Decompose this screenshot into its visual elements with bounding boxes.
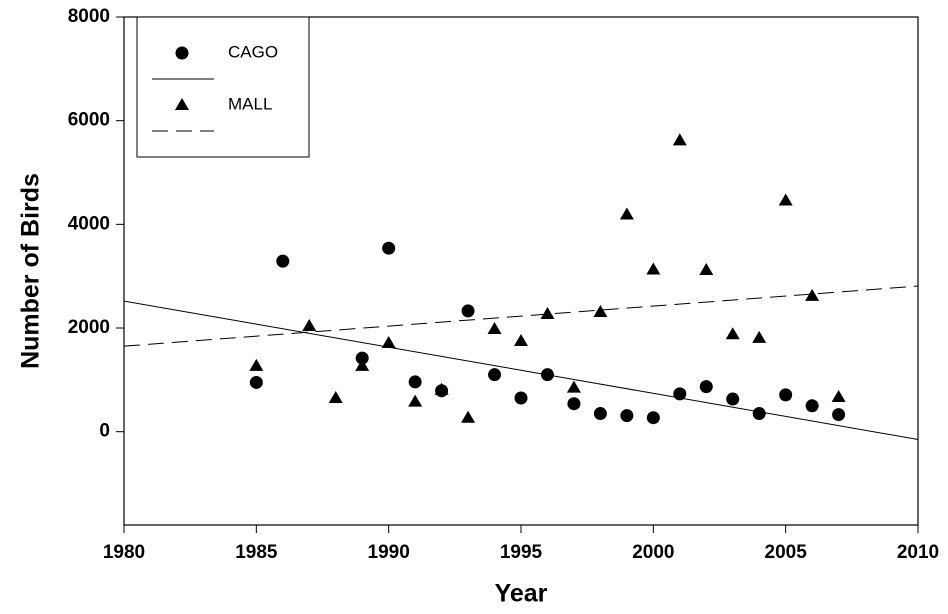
- legend-marker: [175, 46, 189, 60]
- data-point: [408, 375, 422, 389]
- x-tick-label: 1990: [368, 542, 410, 563]
- x-axis-title: Year: [495, 580, 548, 608]
- data-point: [620, 409, 634, 423]
- data-point: [752, 330, 767, 343]
- data-point: [302, 318, 317, 331]
- data-point: [434, 382, 449, 395]
- data-point: [328, 391, 343, 403]
- data-point: [752, 407, 766, 421]
- data-point: [593, 304, 608, 317]
- data-point: [619, 207, 634, 220]
- data-point: [540, 368, 554, 382]
- data-point: [461, 410, 476, 423]
- data-point: [805, 288, 820, 301]
- x-tick-label: 2000: [632, 542, 674, 563]
- y-tick-label: 6000: [68, 110, 110, 131]
- data-point: [831, 389, 846, 402]
- data-point: [514, 333, 528, 346]
- data-point: [514, 391, 528, 405]
- data-point: [408, 394, 423, 407]
- data-point: [355, 351, 369, 365]
- data-point: [567, 397, 581, 411]
- data-point: [566, 380, 581, 393]
- trend-line: [123, 285, 919, 347]
- x-tick-label: 1985: [235, 542, 278, 563]
- data-point: [382, 241, 396, 255]
- data-point: [249, 358, 264, 371]
- data-point: [276, 254, 290, 268]
- data-point: [540, 307, 555, 320]
- data-point: [725, 327, 740, 340]
- data-point: [832, 408, 846, 422]
- x-tick-label: 2010: [897, 542, 939, 563]
- data-point: [699, 380, 713, 394]
- x-tick-label: 1980: [103, 542, 145, 563]
- data-point: [593, 407, 607, 421]
- legend-label: MALL: [228, 94, 272, 113]
- x-tick-label: 2005: [765, 542, 808, 563]
- x-tick-label: 1995: [500, 542, 543, 563]
- data-point: [805, 399, 819, 413]
- data-point: [673, 387, 687, 401]
- data-point: [646, 411, 660, 425]
- data-point: [461, 304, 475, 318]
- data-point: [487, 322, 502, 335]
- legend-box: [136, 16, 310, 158]
- y-tick-label: 2000: [68, 317, 110, 338]
- data-point: [355, 358, 370, 371]
- data-point: [726, 392, 740, 406]
- data-point: [488, 368, 502, 382]
- legend-marker: [175, 98, 189, 110]
- y-tick-label: 8000: [68, 6, 110, 27]
- data-point: [672, 133, 687, 146]
- data-point: [779, 388, 793, 402]
- data-point: [778, 193, 793, 206]
- data-point: [381, 336, 396, 349]
- y-axis-title: Number of Birds: [17, 173, 45, 369]
- trend-line: [123, 300, 919, 440]
- y-tick-label: 0: [99, 421, 110, 442]
- y-tick-label: 4000: [68, 213, 110, 234]
- legend-label: CAGO: [228, 42, 278, 61]
- data-point: [699, 262, 714, 275]
- data-point: [646, 262, 661, 275]
- data-point: [249, 375, 263, 389]
